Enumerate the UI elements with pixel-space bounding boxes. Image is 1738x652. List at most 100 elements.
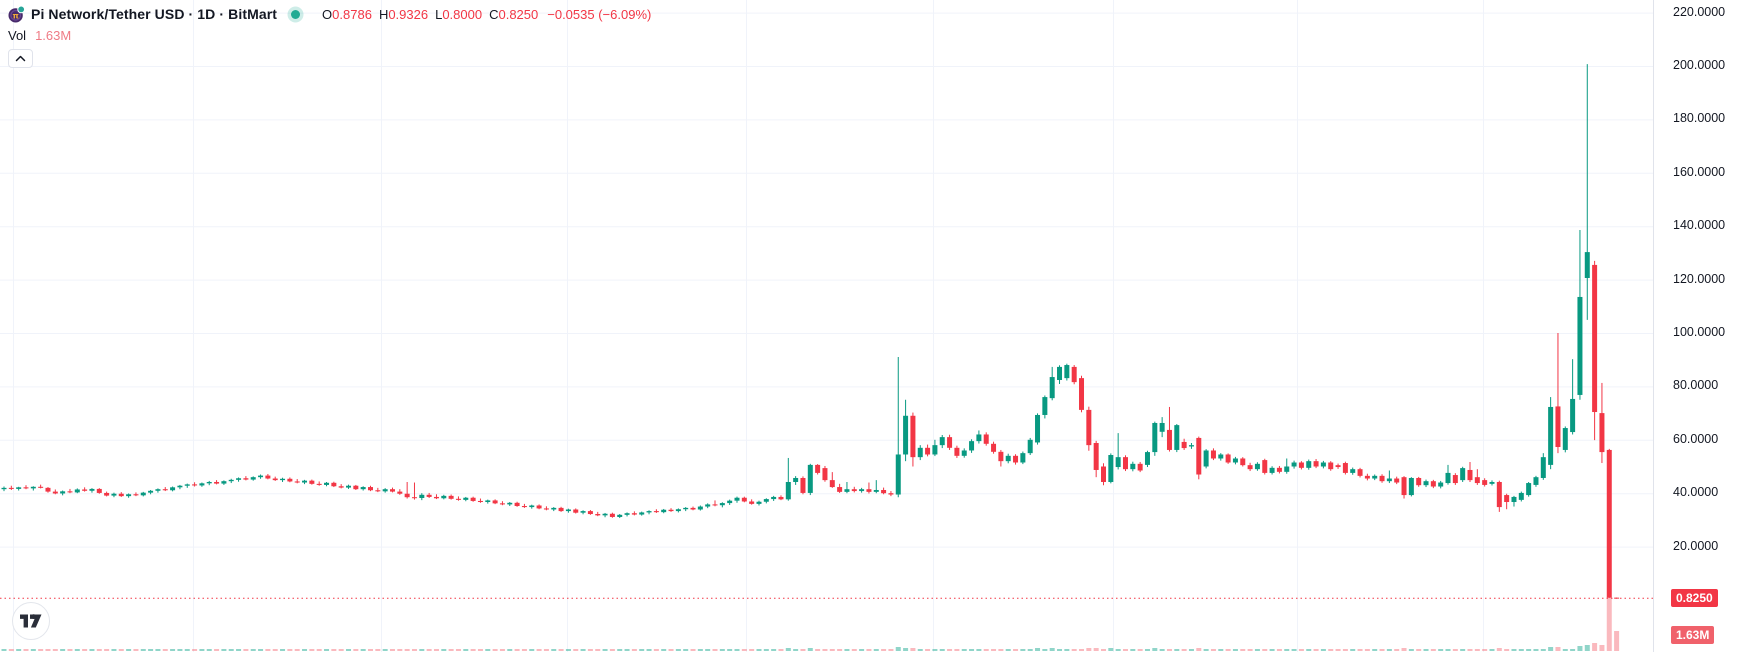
market-status-dot[interactable] [291, 9, 301, 19]
candle [206, 480, 212, 486]
candle [1130, 461, 1136, 472]
volume-bar [1005, 649, 1011, 651]
candle [1555, 333, 1561, 454]
volume-bar [1350, 649, 1356, 651]
candle [844, 481, 850, 494]
candle [360, 486, 366, 491]
volume-bar [287, 649, 293, 651]
candle [1174, 424, 1180, 453]
volume-bar [1416, 649, 1422, 651]
volume-bar [1489, 649, 1495, 651]
close-label: C [489, 6, 499, 22]
volume-bar [1254, 649, 1260, 651]
volume-bar [38, 649, 44, 651]
candle [470, 496, 476, 502]
candle [140, 491, 146, 497]
volume-bar [1452, 649, 1458, 651]
candle [1144, 450, 1150, 468]
candle [954, 445, 960, 458]
candle [888, 491, 894, 497]
volume-bar [1394, 649, 1400, 651]
volume-bar [470, 649, 476, 651]
candle [1049, 366, 1055, 401]
candle [668, 508, 674, 512]
last-price-badge: 0.8250 [1671, 588, 1718, 607]
candle [734, 496, 740, 503]
candle [1166, 406, 1172, 452]
volume-bar [1533, 649, 1539, 651]
candle [243, 476, 249, 481]
volume-bar [426, 649, 432, 651]
volume-bar [653, 649, 659, 651]
price-tick-label: 160.0000 [1673, 164, 1726, 179]
volume-bar [551, 649, 557, 651]
candle [1232, 456, 1238, 465]
candle [1284, 458, 1290, 474]
candle [1540, 453, 1546, 480]
volume-bar [1276, 649, 1282, 651]
candle [419, 493, 425, 501]
candle [837, 483, 843, 493]
candle [375, 487, 381, 493]
candle [521, 503, 527, 508]
price-axis[interactable]: 220.0000 200.0000 180.0000 160.0000 140.0000… [1653, 0, 1738, 652]
volume-bar [815, 649, 821, 651]
candle [543, 506, 549, 511]
volume-bar [1592, 643, 1598, 651]
price-tick-label: 20.0000 [1673, 538, 1719, 553]
volume-bar [1035, 648, 1041, 651]
volume-label[interactable]: Vol [8, 28, 27, 43]
volume-bar [1584, 645, 1590, 651]
candle [397, 489, 403, 495]
tradingview-logo-icon [20, 614, 42, 628]
volume-bar [1101, 649, 1106, 651]
candle [961, 448, 967, 458]
low-value: 0.8000 [442, 6, 483, 22]
candle [1079, 375, 1085, 413]
volume-bar [1232, 649, 1238, 651]
candle [1122, 455, 1128, 472]
volume-bar [749, 649, 755, 651]
volume-bar [192, 649, 198, 651]
volume-bar [829, 649, 835, 651]
volume-bar [140, 649, 146, 651]
symbol-title[interactable]: Pi Network/Tether USD · 1D · BitMart [31, 6, 278, 22]
volume-bar [1445, 649, 1451, 651]
candle [705, 503, 711, 509]
candle [829, 472, 835, 488]
tradingview-logo[interactable] [12, 602, 50, 640]
volume-bar [844, 649, 850, 651]
candle [177, 484, 183, 490]
volume-bar [280, 649, 286, 651]
candle [1, 486, 7, 492]
candle [1474, 469, 1480, 485]
volume-bar [1474, 649, 1480, 651]
volume-bar [558, 649, 564, 651]
candle [1313, 459, 1319, 469]
candle [1518, 491, 1524, 502]
volume-bar [771, 649, 777, 651]
candle [536, 504, 542, 510]
price-tick-label: 60.0000 [1673, 431, 1719, 446]
candle [60, 490, 66, 496]
chart-legend: π Pi Network/Tether USD · 1D · BitMart O… [8, 4, 651, 68]
volume-bar [133, 649, 139, 651]
candle [67, 488, 73, 494]
candle [433, 494, 439, 500]
volume-bar [1247, 649, 1253, 651]
candle [126, 493, 132, 498]
volume-bar [1013, 649, 1019, 651]
candle [477, 498, 483, 503]
low-label: L [435, 6, 443, 22]
collapse-legend-button[interactable] [8, 49, 33, 68]
candle [741, 496, 747, 503]
candle [807, 463, 813, 496]
candle [932, 439, 938, 457]
candle [1584, 64, 1590, 320]
candle [976, 430, 982, 444]
volume-bar [624, 649, 630, 651]
price-tick-label: 220.0000 [1673, 4, 1726, 19]
volume-bar [1467, 649, 1473, 651]
